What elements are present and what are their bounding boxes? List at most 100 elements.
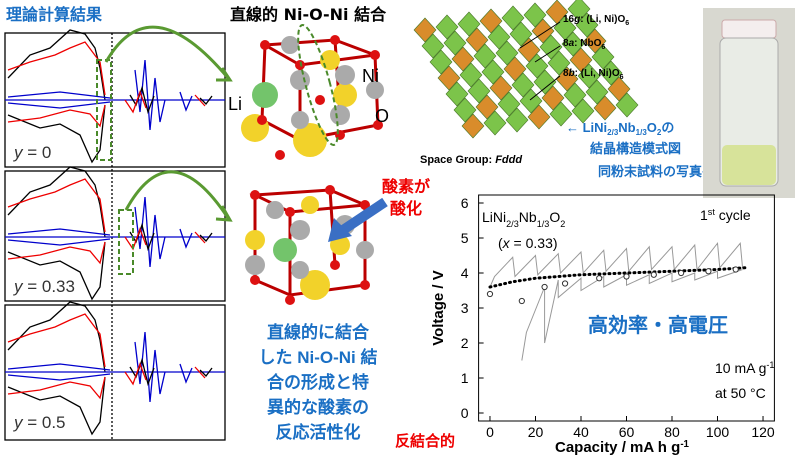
- formula: LiNi2/3Nb1/3O2: [482, 209, 565, 229]
- octahedron: [569, 47, 593, 73]
- formula-part: Nb: [519, 209, 537, 225]
- octahedron: [547, 50, 571, 76]
- data-point: [541, 283, 548, 291]
- antibonding-label: 反結合的: [395, 432, 455, 450]
- site-labels: 16g: (Li, Ni)O6 8a: NbO6 8b: (Li, Ni)O6: [519, 14, 629, 101]
- description: 直線的に結合 した Ni-O-Ni 結 合の形成と特 異的な酸素の 反応活性化: [259, 322, 378, 442]
- structure-caption: 結晶構造模式図: [590, 141, 681, 157]
- octahedron: [495, 40, 519, 66]
- octahedron: [539, 34, 563, 60]
- cycle-label: 1st cycle: [700, 207, 751, 223]
- x-tick-label: 100: [706, 424, 730, 440]
- octahedron: [615, 92, 639, 118]
- octahedron: [487, 24, 511, 50]
- octahedron: [437, 65, 461, 91]
- composition: (x = 0.33): [498, 235, 558, 251]
- octahedron: [453, 97, 477, 123]
- dos-label: y = 0.5: [13, 413, 66, 432]
- space-group: Space Group: Fddd: [420, 154, 522, 166]
- composition-part: x: [502, 235, 511, 251]
- octahedron: [429, 49, 453, 75]
- octahedron: [577, 63, 601, 89]
- octahedron: [563, 82, 587, 108]
- octahedron: [555, 66, 579, 92]
- octahedron: [525, 53, 549, 79]
- x-axis-label: Capacity / mA h g-1: [555, 439, 690, 457]
- series-line: [489, 241, 744, 288]
- octahedron: [523, 2, 547, 28]
- y-tick-label: 1: [461, 370, 469, 386]
- octahedron: [607, 76, 631, 102]
- description-line: した Ni-O-Ni 結: [259, 347, 378, 367]
- octahedron: [483, 110, 507, 136]
- data-point: [561, 280, 569, 287]
- rate-label: 10 mA g-1: [715, 360, 774, 376]
- crystal-2: [245, 185, 388, 305]
- description-line: 異的な酸素の: [267, 397, 369, 417]
- x-tick-label: 80: [664, 424, 680, 440]
- octahedron: [443, 30, 467, 56]
- data-point: [650, 271, 657, 278]
- photo-caption: 同粉末試料の写真→: [598, 164, 713, 180]
- octahedron: [505, 107, 529, 133]
- highlight: 高効率・高電圧: [588, 313, 728, 337]
- composition-part: = 0.33): [510, 235, 558, 251]
- octahedron: [567, 0, 591, 22]
- octahedron: [585, 79, 609, 105]
- octahedron: [421, 33, 445, 59]
- formula-part: 2/3: [506, 219, 519, 229]
- x-tick-label: 20: [528, 424, 544, 440]
- x-tick-label: 0: [486, 424, 494, 440]
- octahedron: [517, 37, 541, 63]
- octahedron: [435, 14, 459, 40]
- octahedron: [511, 72, 535, 98]
- octahedron: [489, 75, 513, 101]
- x-tick-label: 40: [573, 424, 589, 440]
- site-label: 8a: NbO6: [563, 38, 605, 51]
- octahedron: [467, 78, 491, 104]
- octahedron: [479, 8, 503, 34]
- dos-label: y = 0.33: [13, 277, 75, 296]
- octahedron: [533, 69, 557, 95]
- octahedron: [501, 5, 525, 31]
- octahedron: [527, 104, 551, 130]
- cycle-label-part: 1: [700, 207, 708, 223]
- y-tick-label: 0: [461, 405, 469, 421]
- octahedron: [481, 59, 505, 85]
- octahedron: [583, 28, 607, 54]
- panel-title: 理論計算結果: [6, 5, 102, 24]
- data-point: [486, 290, 494, 298]
- bond-title: 直線的 Ni-O-Ni 結合: [230, 5, 387, 24]
- y-axis-label: Voltage / V: [430, 270, 447, 346]
- data-point: [705, 268, 712, 275]
- octahedron: [461, 113, 485, 139]
- x-axis-label-part: -1: [680, 439, 689, 450]
- octahedron: [457, 11, 481, 37]
- octahedron: [599, 60, 623, 86]
- x-tick-label: 60: [619, 424, 635, 440]
- oxidation-note: 酸化: [390, 199, 422, 218]
- description-line: 直線的に結合: [267, 322, 370, 342]
- formula-part: 2: [560, 219, 565, 229]
- octahedron: [571, 98, 595, 124]
- octahedron: [413, 17, 437, 43]
- formula-part: O: [549, 209, 560, 225]
- octahedron: [451, 46, 475, 72]
- octahedron: [465, 27, 489, 53]
- cycle-label-part: st: [708, 207, 716, 217]
- octahedron: [497, 91, 521, 117]
- oxidation-note: 酸素が: [382, 177, 430, 196]
- data-point: [623, 273, 630, 280]
- y-tick-label: 3: [461, 300, 469, 316]
- octahedron: [445, 81, 469, 107]
- site-label: 16g: (Li, Ni)O6: [563, 14, 629, 27]
- octahedron: [473, 43, 497, 69]
- y-tick-label: 2: [461, 335, 469, 351]
- octahedron: [561, 31, 585, 57]
- octahedron: [549, 101, 573, 127]
- data-point: [678, 269, 685, 277]
- crystal-1: [241, 24, 384, 160]
- x-axis-label-part: Capacity / mA h g: [555, 439, 680, 456]
- temperature-label: at 50 °C: [715, 385, 766, 401]
- structure-caption: ← LiNi2/3Nb1/3O2の: [566, 120, 674, 137]
